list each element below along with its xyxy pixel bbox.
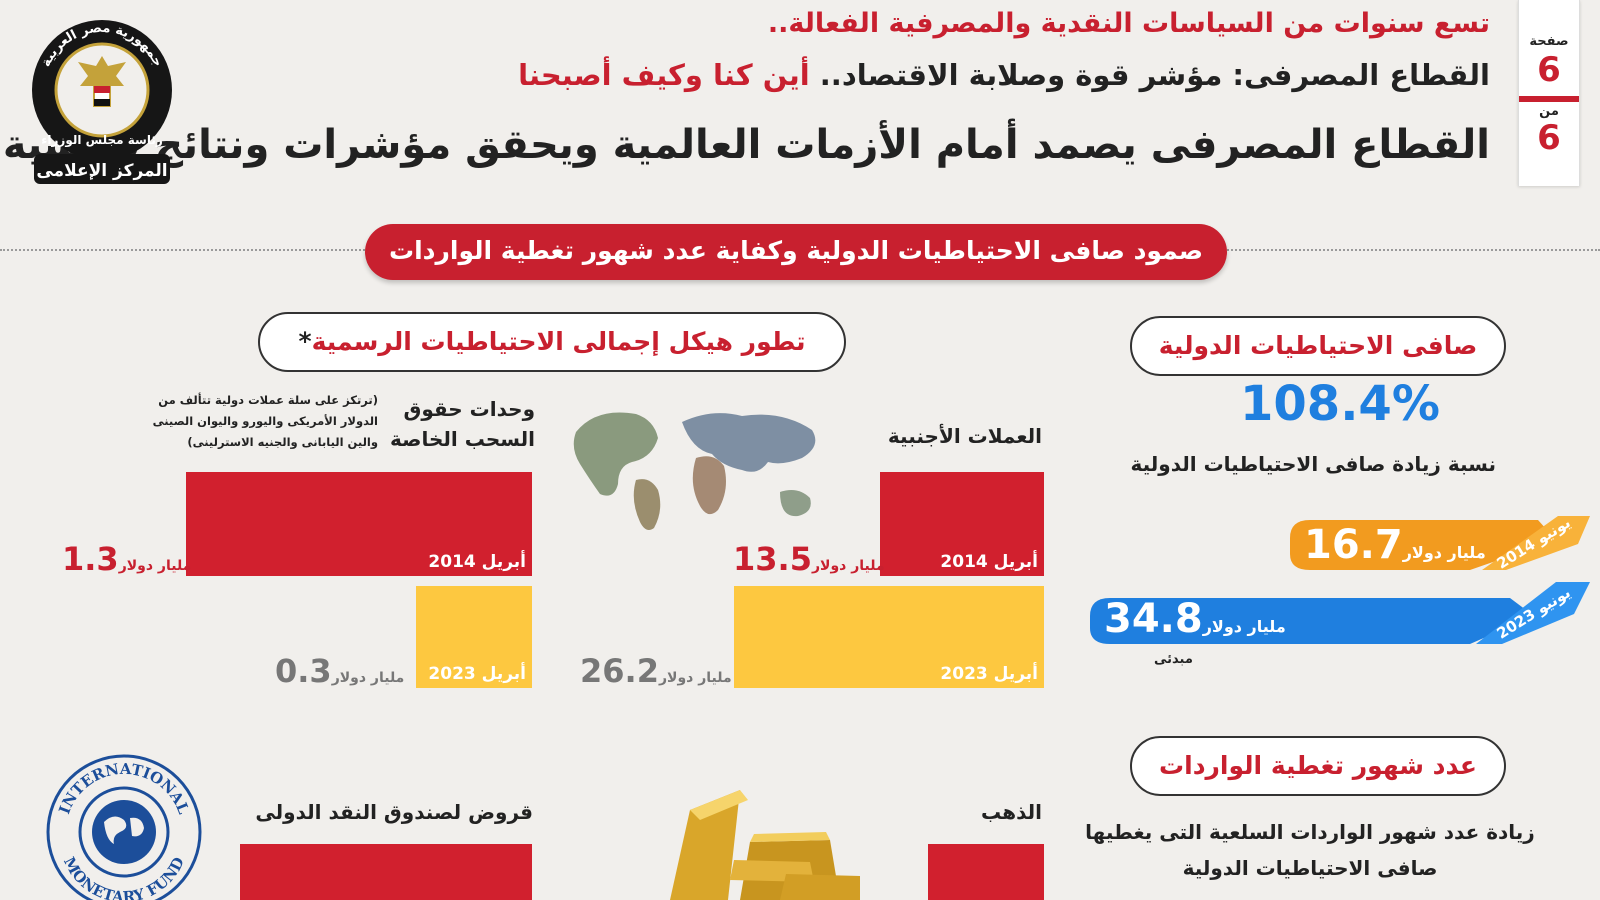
sdr-value-2023-unit: مليار دولار xyxy=(331,670,405,686)
fx-value-2023: مليار دولار26.2 xyxy=(580,652,738,690)
imf-bar-2014 xyxy=(240,844,532,900)
structure-title-asterisk: * xyxy=(298,327,312,356)
sdr-title-line1: وحدات حقوق xyxy=(403,397,535,421)
imports-caption-line1: زيادة عدد شهور الواردات السلعية التى يغط… xyxy=(1085,820,1535,844)
header-line-2: القطاع المصرفى: مؤشر قوة وصلابة الاقتصاد… xyxy=(518,58,1490,92)
svg-text:المركز الإعلامى: المركز الإعلامى xyxy=(36,161,167,181)
sdr-note-line1: (ترتكز على سلة عملات دولية تتألف من xyxy=(158,393,378,407)
sdr-title-line2: السحب الخاصة xyxy=(389,427,535,451)
page-title: القطاع المصرفى يصمد أمام الأزمات العالمي… xyxy=(2,122,1490,168)
sdr-value-2014-unit: مليار دولار xyxy=(118,558,192,574)
page-divider xyxy=(1519,96,1579,102)
sdr-note-line2: الدولار الأمريكى واليورو واليوان الصينى xyxy=(152,414,378,428)
fx-bar-2014: أبريل 2014 xyxy=(880,472,1044,576)
fx-value-2023-number: 26.2 xyxy=(580,652,659,690)
reserves-percent: 108.4% xyxy=(1240,376,1440,432)
gold-bar-2014 xyxy=(928,844,1044,900)
sdr-bar-2014: أبريل 2014 xyxy=(186,472,532,576)
imf-loans-title: قروض لصندوق النقد الدولى xyxy=(255,800,533,824)
sdr-note-line3: والين اليابانى والجنيه الاسترلينى) xyxy=(187,435,378,449)
sdr-bar-2014-year: أبريل 2014 xyxy=(428,552,526,572)
imports-caption-line2: صافى الاحتياطيات الدولية xyxy=(1182,856,1438,880)
preliminary-label: مبدئى xyxy=(1154,652,1193,667)
gold-title: الذهب xyxy=(981,800,1042,824)
structure-title-text: تطور هيكل إجمالى الاحتياطيات الرسمية xyxy=(311,327,806,356)
of-label: من xyxy=(1539,104,1559,119)
header-line-2-red: أين كنا وكيف أصبحنا xyxy=(518,58,810,92)
imports-coverage-title: عدد شهور تغطية الواردات xyxy=(1130,736,1506,796)
ribbon-2014: يونيو 2014 مليار دولار16.7 xyxy=(1290,513,1590,576)
fx-value-2023-unit: مليار دولار xyxy=(658,670,732,686)
sdr-note: (ترتكز على سلة عملات دولية تتألف من الدو… xyxy=(153,390,378,453)
gold-bars-image xyxy=(630,770,860,900)
ribbon-2014-unit: مليار دولار xyxy=(1402,543,1486,562)
fx-bar-2023-year: أبريل 2023 xyxy=(940,664,1038,684)
page-indicator: صفحة 6 من 6 xyxy=(1518,0,1580,186)
world-map-image xyxy=(566,402,836,542)
sdr-bar-2023-year: أبريل 2023 xyxy=(428,664,526,684)
sdr-title: وحدات حقوق السحب الخاصة xyxy=(390,394,535,454)
page-number: 6 xyxy=(1537,50,1561,90)
ribbon-2023: يونيو 2023 مليار دولار34.8 xyxy=(1090,578,1590,648)
sdr-value-2014: مليار دولار1.3 xyxy=(62,540,197,578)
main-banner: صمود صافى الاحتياطيات الدولية وكفاية عدد… xyxy=(365,224,1227,280)
net-reserves-title: صافى الاحتياطيات الدولية xyxy=(1130,316,1506,376)
fx-value-2014-number: 13.5 xyxy=(733,540,812,578)
ribbon-2023-number: 34.8 xyxy=(1104,596,1203,642)
imf-logo: INTERNATIONAL MONETARY FUND xyxy=(44,752,204,900)
fx-title: العملات الأجنبية xyxy=(887,424,1042,448)
fx-bar-2014-year: أبريل 2014 xyxy=(940,552,1038,572)
ribbon-2014-number: 16.7 xyxy=(1304,522,1403,568)
header-line-1: تسع سنوات من السياسات النقدية والمصرفية … xyxy=(767,8,1490,39)
header-line-2-dark: القطاع المصرفى: مؤشر قوة وصلابة الاقتصاد… xyxy=(819,58,1490,92)
reserves-percent-caption: نسبة زيادة صافى الاحتياطيات الدولية xyxy=(1130,452,1496,476)
ribbon-2023-unit: مليار دولار xyxy=(1202,617,1286,636)
fx-value-2014-unit: مليار دولار xyxy=(811,558,885,574)
svg-text:رئاسة مجلس الوزراء: رئاسة مجلس الوزراء xyxy=(41,133,163,148)
fx-bar-2023: أبريل 2023 xyxy=(734,586,1044,688)
imports-caption: زيادة عدد شهور الواردات السلعية التى يغط… xyxy=(1080,814,1540,886)
structure-title: تطور هيكل إجمالى الاحتياطيات الرسمية* xyxy=(258,312,846,372)
sdr-bar-2023: أبريل 2023 xyxy=(416,586,532,688)
fx-value-2014: مليار دولار13.5 xyxy=(733,540,891,578)
ribbon-2023-value: مليار دولار34.8 xyxy=(1104,596,1292,642)
cabinet-logo: جمهورية مصر العربية رئاسة مجلس الوزراء ا… xyxy=(22,8,182,188)
sdr-value-2023-number: 0.3 xyxy=(275,652,332,690)
page-label: صفحة xyxy=(1529,34,1569,49)
ribbon-2014-value: مليار دولار16.7 xyxy=(1304,522,1492,568)
sdr-value-2023: مليار دولار0.3 xyxy=(275,652,410,690)
total-pages: 6 xyxy=(1537,118,1561,158)
sdr-value-2014-number: 1.3 xyxy=(62,540,119,578)
